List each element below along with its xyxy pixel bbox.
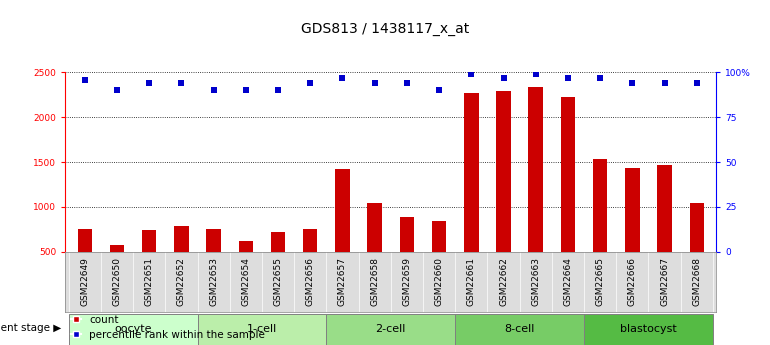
Text: blastocyst: blastocyst	[620, 324, 677, 334]
Text: GSM22663: GSM22663	[531, 257, 541, 306]
Text: GSM22665: GSM22665	[596, 257, 604, 306]
Point	[691, 80, 703, 86]
Bar	[625, 168, 640, 297]
Bar	[561, 97, 575, 297]
Text: GSM22664: GSM22664	[564, 257, 572, 306]
Point	[594, 75, 606, 81]
Bar	[689, 204, 704, 297]
Point	[530, 71, 542, 77]
Bar	[455, 314, 584, 345]
Legend: count, percentile rank within the sample: count, percentile rank within the sample	[71, 315, 266, 340]
Bar	[367, 204, 382, 297]
Text: GSM22657: GSM22657	[338, 257, 347, 306]
Text: development stage ▶: development stage ▶	[0, 323, 62, 333]
Text: GSM22649: GSM22649	[80, 257, 89, 306]
Bar	[174, 226, 189, 297]
Bar	[658, 165, 671, 297]
Text: GSM22656: GSM22656	[306, 257, 315, 306]
Bar	[206, 228, 221, 297]
Text: GSM22655: GSM22655	[273, 257, 283, 306]
Bar	[271, 232, 286, 297]
Text: GSM22650: GSM22650	[112, 257, 122, 306]
Point	[658, 80, 671, 86]
Text: GSM22652: GSM22652	[177, 257, 186, 306]
Bar	[528, 87, 543, 297]
Point	[143, 80, 156, 86]
Text: 8-cell: 8-cell	[504, 324, 535, 334]
Bar	[142, 230, 156, 297]
Bar	[239, 241, 253, 297]
Bar	[593, 159, 608, 297]
Text: GSM22668: GSM22668	[692, 257, 701, 306]
Bar	[432, 221, 447, 297]
Point	[400, 80, 413, 86]
Point	[369, 80, 381, 86]
Point	[79, 77, 91, 82]
Point	[497, 75, 510, 81]
Point	[626, 80, 638, 86]
Text: GSM22651: GSM22651	[145, 257, 154, 306]
Text: GSM22661: GSM22661	[467, 257, 476, 306]
Point	[465, 71, 477, 77]
Text: GSM22667: GSM22667	[660, 257, 669, 306]
Point	[272, 88, 284, 93]
Text: GSM22654: GSM22654	[241, 257, 250, 306]
Text: 1-cell: 1-cell	[247, 324, 277, 334]
Bar	[78, 229, 92, 297]
Point	[562, 75, 574, 81]
Text: oocyte: oocyte	[114, 324, 152, 334]
Text: GSM22666: GSM22666	[628, 257, 637, 306]
Point	[176, 80, 188, 86]
Text: GSM22658: GSM22658	[370, 257, 379, 306]
Point	[239, 88, 252, 93]
Bar	[496, 91, 511, 297]
Point	[336, 75, 349, 81]
Bar	[335, 169, 350, 297]
Text: GSM22662: GSM22662	[499, 257, 508, 306]
Bar	[69, 314, 198, 345]
Text: GSM22660: GSM22660	[434, 257, 444, 306]
Bar	[464, 93, 478, 297]
Text: 2-cell: 2-cell	[376, 324, 406, 334]
Bar	[326, 314, 455, 345]
Text: GSM22659: GSM22659	[403, 257, 411, 306]
Bar	[198, 314, 326, 345]
Bar	[400, 217, 414, 297]
Text: GDS813 / 1438117_x_at: GDS813 / 1438117_x_at	[301, 22, 469, 37]
Bar	[584, 314, 713, 345]
Bar	[110, 245, 124, 297]
Text: GSM22653: GSM22653	[209, 257, 218, 306]
Point	[207, 88, 219, 93]
Point	[433, 88, 445, 93]
Point	[304, 80, 316, 86]
Point	[111, 88, 123, 93]
Bar	[303, 228, 317, 297]
